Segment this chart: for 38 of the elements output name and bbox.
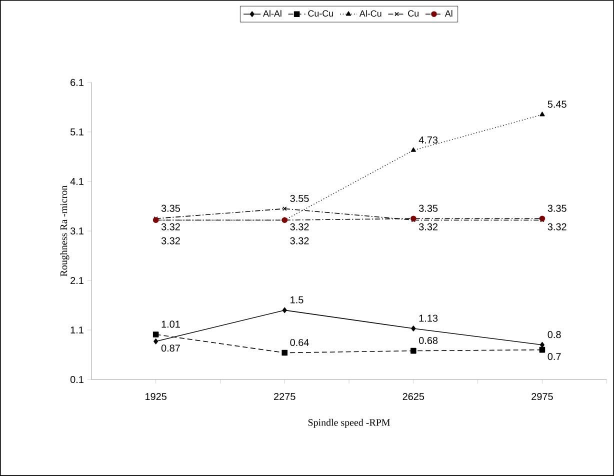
data-label: 0.64 bbox=[290, 338, 309, 346]
legend-label: Al bbox=[444, 10, 452, 17]
x-tick-label: 2625 bbox=[402, 393, 424, 400]
x-tick-label: 1925 bbox=[146, 393, 166, 400]
y-tick-label: 2.1 bbox=[70, 277, 84, 284]
data-label: 3.32 bbox=[290, 223, 309, 230]
data-label: 3.55 bbox=[290, 194, 309, 202]
legend-label: Al-Al bbox=[263, 10, 282, 17]
data-label: 0.87 bbox=[161, 344, 180, 352]
data-label: 3.32 bbox=[418, 223, 438, 230]
x-tick-label: 2275 bbox=[274, 393, 296, 400]
data-label: 1.5 bbox=[290, 296, 304, 304]
legend-label: Cu bbox=[408, 10, 418, 17]
legend-label: Al-Cu bbox=[359, 10, 382, 17]
y-tick-label: 1.1 bbox=[70, 326, 84, 334]
data-label: 3.32 bbox=[548, 223, 566, 230]
data-label: 0.7 bbox=[548, 353, 561, 360]
x-axis-title: Spindle speed -RPM bbox=[308, 418, 390, 428]
data-label: 0.68 bbox=[419, 337, 438, 344]
data-label: 3.35 bbox=[161, 204, 180, 212]
data-label: 3.35 bbox=[548, 204, 566, 212]
y-tick-label: 6.1 bbox=[70, 78, 84, 86]
data-label: 1.01 bbox=[162, 320, 180, 328]
y-tick-label: 5.1 bbox=[70, 128, 84, 136]
y-tick-label: 4.1 bbox=[70, 178, 84, 185]
data-label: 4.73 bbox=[418, 136, 438, 144]
data-label: 3.32 bbox=[161, 237, 180, 244]
y-axis-title: Roughness Ra -micron bbox=[60, 185, 70, 276]
legend-label: Cu-Cu bbox=[308, 10, 334, 17]
y-tick-label: 0.1 bbox=[70, 376, 84, 384]
data-label: 1.13 bbox=[419, 314, 438, 322]
data-label: 3.32 bbox=[290, 237, 309, 244]
data-label: 0.8 bbox=[548, 331, 561, 338]
y-tick-label: 3.1 bbox=[70, 227, 84, 235]
x-tick-label: 2975 bbox=[532, 393, 553, 400]
data-label: 3.32 bbox=[161, 223, 180, 230]
data-label: 5.45 bbox=[548, 100, 566, 108]
data-label: 3.35 bbox=[418, 204, 438, 212]
